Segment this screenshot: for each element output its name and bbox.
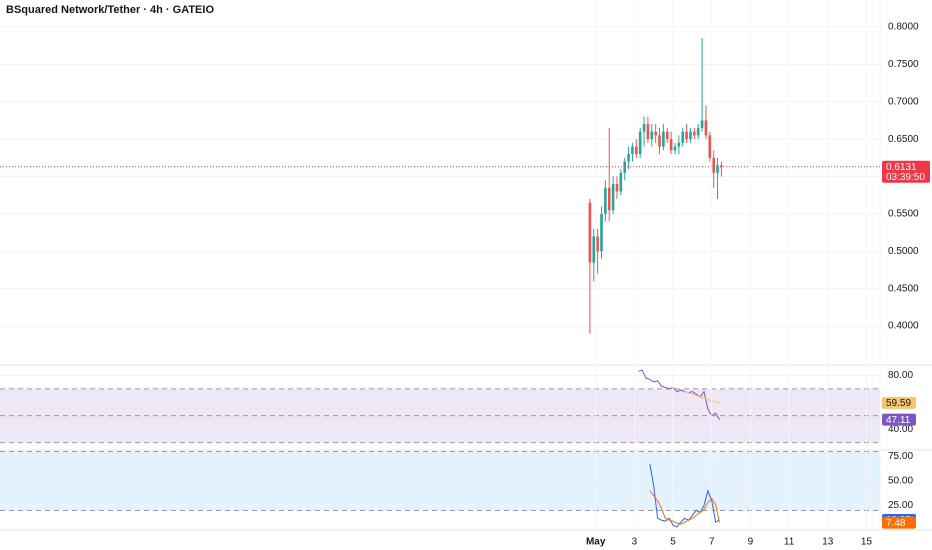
candle-body xyxy=(685,131,688,140)
x-tick-label: 11 xyxy=(784,537,795,548)
candle-body xyxy=(658,135,661,147)
series-line xyxy=(649,490,720,525)
value-tag xyxy=(882,396,916,409)
candle-body xyxy=(635,146,638,155)
candle-body xyxy=(665,131,669,140)
value-tag xyxy=(882,413,916,426)
candle-body xyxy=(646,124,650,140)
x-tick-label: 13 xyxy=(822,537,834,548)
value-tag-label: 7.48 xyxy=(886,518,906,529)
x-tick-label: 7 xyxy=(709,537,715,548)
candle-body xyxy=(596,236,599,252)
x-tick-label: 9 xyxy=(748,537,754,548)
countdown-label: 03:39:50 xyxy=(886,172,925,183)
candle-body xyxy=(615,183,619,192)
candle-body xyxy=(681,131,685,143)
last-price-tag xyxy=(882,160,930,183)
series-line xyxy=(684,391,720,404)
value-tag-label: 47.11 xyxy=(886,415,911,426)
candle-body xyxy=(677,142,681,147)
candle-body xyxy=(619,172,623,192)
candle-body xyxy=(607,187,611,211)
candle-body xyxy=(720,165,723,167)
y-tick-label: 40.00 xyxy=(888,424,913,435)
value-tag-label: 59.59 xyxy=(886,398,911,409)
candle-body xyxy=(700,120,704,128)
y-tick-label: 75.00 xyxy=(888,451,913,462)
y-tick-label: 0.8000 xyxy=(888,22,919,33)
y-tick-label: 0.4500 xyxy=(888,283,919,294)
y-tick-label: 0.4000 xyxy=(888,321,919,332)
x-tick-label: 15 xyxy=(861,537,873,548)
candle-body xyxy=(669,139,673,151)
y-tick-label: 80.00 xyxy=(888,370,913,381)
candle-body xyxy=(592,236,596,263)
candle-body xyxy=(696,127,700,136)
candle-body xyxy=(638,131,642,155)
value-tag xyxy=(882,516,916,529)
candle-body xyxy=(716,165,719,173)
candle-body xyxy=(708,135,712,158)
candle-body xyxy=(631,146,634,155)
candle-body xyxy=(689,131,692,140)
x-tick-label: May xyxy=(586,537,606,548)
y-tick-label: 50.00 xyxy=(888,476,913,487)
candle-body xyxy=(654,131,657,136)
candle-body xyxy=(642,124,646,132)
candle-body xyxy=(712,157,715,173)
y-tick-label: 0.5000 xyxy=(888,246,919,257)
candle-body xyxy=(693,131,696,136)
series-line xyxy=(638,369,720,420)
candle-body xyxy=(662,131,665,147)
y-tick-label: 0.6500 xyxy=(888,134,919,145)
x-tick-label: 3 xyxy=(632,537,638,548)
y-tick-label: 0.7500 xyxy=(888,59,919,70)
candle-body xyxy=(600,213,603,252)
candle-body xyxy=(604,187,607,214)
candle-body xyxy=(704,120,708,136)
last-price-label: 0.6131 xyxy=(886,162,917,173)
x-tick-label: 5 xyxy=(670,537,676,548)
y-tick-label: 0.5500 xyxy=(888,209,919,220)
candle-body xyxy=(627,154,630,162)
y-tick-label: 25.00 xyxy=(888,500,913,511)
chart-title: BSquared Network/Tether · 4h · GATEIO xyxy=(6,4,214,16)
y-tick-label: 0.7000 xyxy=(888,96,919,107)
candle-body xyxy=(673,146,677,151)
candle-body xyxy=(611,183,615,211)
candle-body xyxy=(588,202,592,263)
series-line xyxy=(649,464,720,528)
candle-body xyxy=(650,131,654,140)
